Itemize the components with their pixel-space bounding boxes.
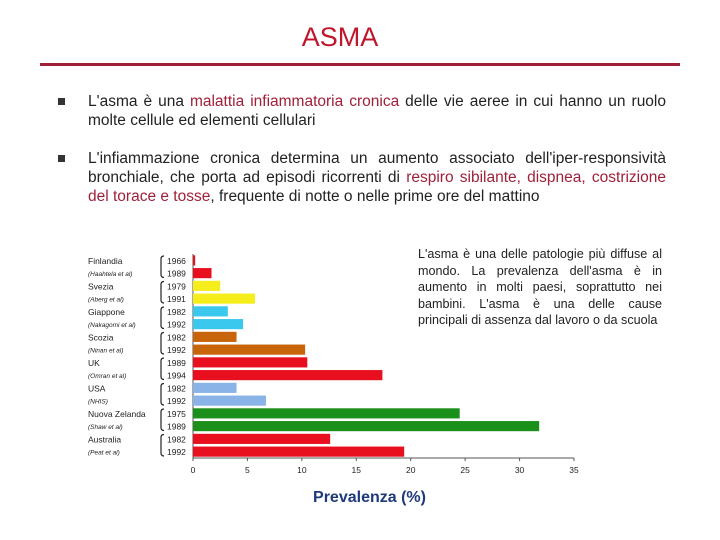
year-label: 1991 — [167, 294, 186, 304]
year-label: 1975 — [167, 409, 186, 419]
group-bracket — [160, 382, 165, 406]
country-label: Australia — [88, 435, 121, 445]
square-bullet-icon — [58, 98, 65, 105]
group-bracket — [160, 408, 165, 432]
source-label: (Shaw et al) — [88, 424, 123, 431]
bar — [193, 433, 331, 444]
country-label: Finlandia — [88, 256, 123, 266]
year-label: 1982 — [167, 434, 186, 444]
bullet-text: L'asma è una — [88, 93, 190, 110]
x-tick-label: 10 — [297, 465, 307, 475]
bullet-item-inflammation: L'infiammazione cronica determina un aum… — [58, 149, 666, 206]
bullet-highlight: malattia infiammatoria cronica — [189, 93, 400, 110]
bar — [193, 421, 540, 432]
source-label: (NHIS) — [88, 399, 108, 406]
prevalence-bar-chart: Finlandia (Haahtela et al) Svezia (Aberg et… — [88, 254, 579, 506]
slide-title: ASMA — [301, 22, 379, 52]
bullet-text: delle vie aeree in cui hanno un ruolo mo… — [88, 93, 666, 129]
bar — [193, 357, 308, 368]
bullet-item-definition: L'asma è una malattia infiammatoria cron… — [58, 92, 666, 130]
year-label: 1966 — [167, 256, 186, 266]
x-tick-label: 20 — [406, 465, 416, 475]
year-label: 1994 — [167, 371, 186, 381]
country-label: Giappone — [88, 307, 125, 317]
year-label: 1979 — [167, 281, 186, 291]
country-label: UK — [88, 358, 100, 368]
group-bracket — [160, 357, 165, 381]
bar — [193, 255, 196, 266]
year-label: 1992 — [167, 345, 186, 355]
country-label: Scozia — [88, 333, 114, 343]
bar — [193, 280, 221, 291]
bar — [193, 306, 228, 317]
x-tick-label: 15 — [352, 465, 362, 475]
year-label: 1992 — [167, 447, 186, 457]
group-bracket — [160, 280, 165, 304]
bar — [193, 319, 244, 330]
group-bracket — [160, 306, 165, 330]
year-label: 1992 — [167, 320, 186, 330]
source-label: (Ninan et al) — [88, 348, 123, 355]
x-tick-label: 0 — [191, 465, 196, 475]
bar — [193, 382, 237, 393]
title-divider — [40, 63, 680, 66]
square-bullet-icon — [58, 155, 65, 162]
bar — [193, 395, 266, 406]
bullet-text: L'infiammazione cronica determina un aum… — [88, 150, 666, 186]
x-tick-label: 35 — [569, 465, 579, 475]
x-tick-label: 30 — [515, 465, 525, 475]
group-bracket — [160, 255, 165, 279]
year-label: 1992 — [167, 396, 186, 406]
year-label: 1982 — [167, 383, 186, 393]
source-label: (Peat et al) — [88, 450, 120, 457]
bullet-list: L'asma è una malattia infiammatoria cron… — [58, 92, 666, 225]
source-label: (Aberg et al) — [88, 297, 124, 304]
side-note: L'asma è una delle patologie più diffuse… — [418, 247, 662, 327]
group-bracket — [160, 433, 165, 457]
bar — [193, 370, 383, 381]
x-axis-title: Prevalenza (%) — [313, 489, 426, 506]
year-label: 1989 — [167, 269, 186, 279]
year-label: 1989 — [167, 358, 186, 368]
bar — [193, 293, 256, 304]
bar — [193, 344, 306, 355]
year-label: 1982 — [167, 307, 186, 317]
year-label: 1989 — [167, 422, 186, 432]
bar — [193, 331, 237, 342]
group-bracket — [160, 331, 165, 355]
bullet-highlight: respiro sibilante, dispnea, costrizione … — [88, 169, 666, 205]
source-label: (Haahtela et al) — [88, 271, 132, 278]
country-label: USA — [88, 384, 106, 394]
year-label: 1982 — [167, 332, 186, 342]
x-tick-label: 25 — [460, 465, 470, 475]
country-label: Nuova Zelanda — [88, 409, 146, 419]
bullet-text: , frequente di notte o nelle prime ore d… — [210, 188, 540, 205]
country-label: Svezia — [88, 282, 114, 292]
source-label: (Omran et al) — [88, 373, 126, 380]
bar — [193, 408, 460, 419]
bar — [193, 446, 405, 457]
bar — [193, 268, 212, 279]
x-tick-label: 5 — [245, 465, 250, 475]
source-label: (Nakagomi et al) — [88, 322, 136, 329]
